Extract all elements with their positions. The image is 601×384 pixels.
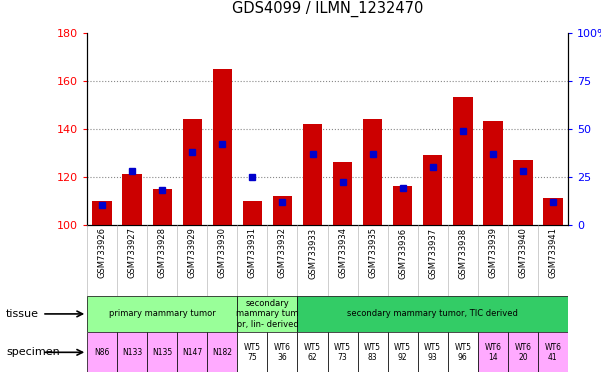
Bar: [243, 201, 262, 225]
Bar: [153, 189, 172, 225]
Bar: [123, 174, 142, 225]
Bar: [513, 160, 532, 225]
Text: WT6
41: WT6 41: [545, 343, 561, 362]
Text: N135: N135: [152, 348, 172, 357]
Bar: [147, 332, 177, 372]
Text: tissue: tissue: [6, 309, 39, 319]
Bar: [273, 196, 292, 225]
Text: N86: N86: [94, 348, 110, 357]
Bar: [423, 155, 442, 225]
Bar: [358, 332, 388, 372]
Bar: [333, 162, 352, 225]
Bar: [213, 69, 232, 225]
Bar: [483, 121, 502, 225]
Bar: [207, 332, 237, 372]
Bar: [237, 296, 297, 332]
Bar: [87, 296, 237, 332]
Bar: [117, 332, 147, 372]
Bar: [543, 198, 563, 225]
Text: WT5
93: WT5 93: [424, 343, 441, 362]
Text: WT5
62: WT5 62: [304, 343, 321, 362]
Bar: [508, 332, 538, 372]
Bar: [237, 332, 267, 372]
Bar: [93, 201, 112, 225]
Text: WT5
75: WT5 75: [244, 343, 261, 362]
Bar: [328, 332, 358, 372]
Bar: [478, 332, 508, 372]
Text: WT5
83: WT5 83: [364, 343, 381, 362]
Bar: [303, 124, 322, 225]
Text: secondary mammary tumor, TIC derived: secondary mammary tumor, TIC derived: [347, 310, 518, 318]
Bar: [448, 332, 478, 372]
Text: WT5
92: WT5 92: [394, 343, 411, 362]
Text: N133: N133: [122, 348, 142, 357]
Text: primary mammary tumor: primary mammary tumor: [109, 310, 216, 318]
Bar: [363, 119, 382, 225]
Bar: [297, 296, 568, 332]
Text: WT6
14: WT6 14: [484, 343, 501, 362]
Bar: [393, 186, 412, 225]
Text: secondary
mammary tum
or, lin- derived: secondary mammary tum or, lin- derived: [236, 299, 299, 329]
Bar: [453, 98, 472, 225]
Text: WT6
36: WT6 36: [274, 343, 291, 362]
Text: specimen: specimen: [6, 347, 59, 358]
Bar: [388, 332, 418, 372]
Bar: [177, 332, 207, 372]
Bar: [418, 332, 448, 372]
Bar: [297, 332, 328, 372]
Text: GDS4099 / ILMN_1232470: GDS4099 / ILMN_1232470: [232, 1, 423, 17]
Text: N147: N147: [182, 348, 203, 357]
Bar: [87, 332, 117, 372]
Bar: [267, 332, 297, 372]
Text: WT6
20: WT6 20: [514, 343, 531, 362]
Bar: [183, 119, 202, 225]
Text: WT5
73: WT5 73: [334, 343, 351, 362]
Bar: [538, 332, 568, 372]
Text: WT5
96: WT5 96: [454, 343, 471, 362]
Text: N182: N182: [212, 348, 233, 357]
